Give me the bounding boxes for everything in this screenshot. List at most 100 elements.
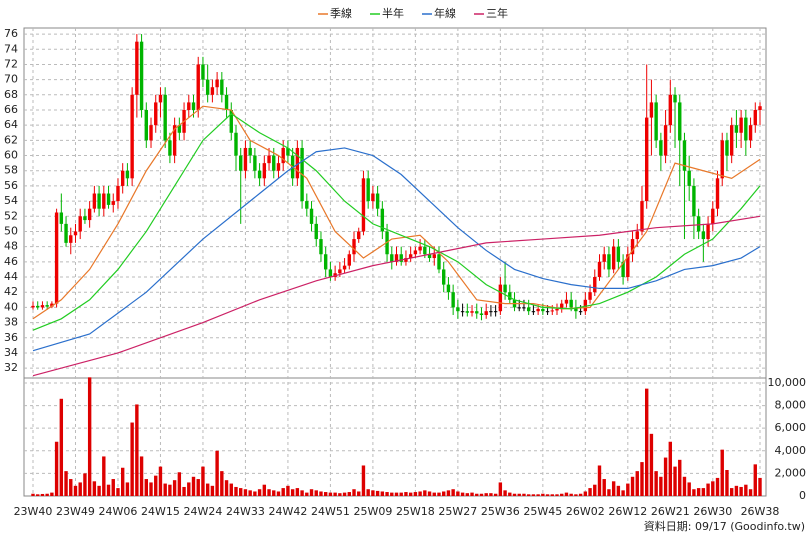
- volume-bar: [248, 490, 252, 496]
- y2-tick-label: 4,000: [775, 444, 807, 457]
- volume-bar: [635, 471, 639, 496]
- y-tick-label: 32: [4, 361, 18, 374]
- volume-bar: [92, 481, 97, 496]
- volume-bar: [645, 388, 649, 496]
- candle-body: [465, 311, 470, 313]
- volume-bar: [172, 480, 177, 496]
- candle-body: [248, 147, 252, 156]
- volume-bar: [654, 471, 658, 496]
- volume-bar: [300, 490, 304, 496]
- x-tick-label: 26W30: [693, 505, 732, 518]
- volume-bar: [607, 489, 611, 496]
- candle-body: [460, 311, 465, 313]
- candle-body: [342, 265, 347, 270]
- candle-body: [154, 102, 158, 126]
- x-tick-label: 24W15: [141, 505, 180, 518]
- y-tick-label: 54: [4, 194, 18, 207]
- candle-body: [711, 208, 715, 224]
- candle-body: [413, 250, 418, 255]
- volume-bar: [187, 482, 191, 496]
- volume-bar: [262, 484, 267, 496]
- volume-bar: [220, 471, 224, 496]
- volume-bar: [621, 490, 625, 496]
- volume-bar: [163, 483, 167, 496]
- volume-bar: [555, 494, 559, 496]
- candle-body: [36, 305, 40, 308]
- y-tick-label: 36: [4, 331, 18, 344]
- candle-body: [45, 305, 49, 307]
- candle-body: [168, 140, 172, 156]
- volume-bar: [399, 492, 403, 496]
- legend-label: 年線: [434, 6, 456, 20]
- candle-body: [78, 216, 82, 232]
- volume-bar: [475, 493, 479, 496]
- volume-bar: [54, 441, 59, 496]
- candle-body: [371, 193, 375, 202]
- volume-bar: [583, 491, 588, 496]
- y-tick-label: 42: [4, 285, 18, 298]
- volume-bar: [479, 493, 484, 496]
- volume-bar: [748, 489, 753, 496]
- candle-body: [611, 246, 616, 270]
- x-tick-label: 25W09: [353, 505, 392, 518]
- volume-bar: [347, 492, 351, 496]
- volume-bar: [616, 485, 621, 496]
- volume-bar: [456, 491, 460, 496]
- candle-body: [366, 178, 370, 202]
- volume-bar: [470, 492, 474, 496]
- volume-bar: [578, 493, 583, 496]
- volume-bar: [371, 490, 375, 496]
- candle-body: [380, 208, 385, 232]
- candle-body: [753, 109, 757, 126]
- volume-bar: [626, 483, 630, 496]
- candle-body: [626, 254, 630, 278]
- y2-tick-label: 2,000: [775, 466, 807, 479]
- footer-note: 資料日期: 09/17 (Goodinfo.tw): [644, 519, 805, 533]
- y-tick-label: 60: [4, 149, 18, 162]
- candle-body: [357, 231, 361, 240]
- ma-line: [32, 147, 761, 352]
- candle-body: [163, 94, 167, 141]
- legend-label: 半年: [382, 6, 404, 20]
- volume-bar: [352, 489, 356, 496]
- candle-body: [645, 117, 649, 202]
- candle-body: [272, 155, 276, 171]
- candle-body: [706, 223, 710, 240]
- candle-body: [191, 102, 196, 110]
- y-tick-label: 34: [4, 346, 18, 359]
- volume-bar: [668, 441, 673, 496]
- candle-body: [135, 41, 139, 95]
- candle-body: [729, 125, 734, 156]
- candle-body: [446, 284, 451, 293]
- candle-body: [451, 292, 455, 308]
- volume-bar: [319, 491, 323, 496]
- volume-bar: [701, 488, 706, 496]
- x-tick-label: 26W02: [566, 505, 605, 518]
- candle-body: [640, 201, 644, 232]
- candle-body: [748, 125, 753, 141]
- x-tick-label: 26W12: [608, 505, 647, 518]
- volume-bar: [692, 489, 696, 496]
- volume-bar: [503, 490, 507, 496]
- x-tick-label: 24W42: [268, 505, 307, 518]
- volume-bar: [550, 494, 554, 496]
- y-tick-label: 52: [4, 209, 18, 222]
- volume-bar: [725, 470, 729, 496]
- volume-bar: [196, 479, 200, 496]
- volume-bar: [380, 491, 385, 496]
- candle-body: [286, 147, 290, 156]
- volume-bar: [31, 493, 35, 496]
- y-tick-label: 66: [4, 103, 18, 116]
- candle-body: [635, 231, 639, 240]
- y-tick-label: 44: [4, 270, 18, 283]
- candle-body: [201, 64, 205, 80]
- y-tick-label: 46: [4, 255, 18, 268]
- volume-bar: [385, 492, 389, 496]
- volume-bar: [229, 483, 233, 496]
- candle-body: [678, 102, 682, 141]
- candle-body: [607, 254, 611, 270]
- volume-bar: [489, 493, 493, 496]
- candle-body: [323, 254, 328, 270]
- volume-bar: [630, 476, 635, 496]
- volume-bar: [116, 488, 120, 496]
